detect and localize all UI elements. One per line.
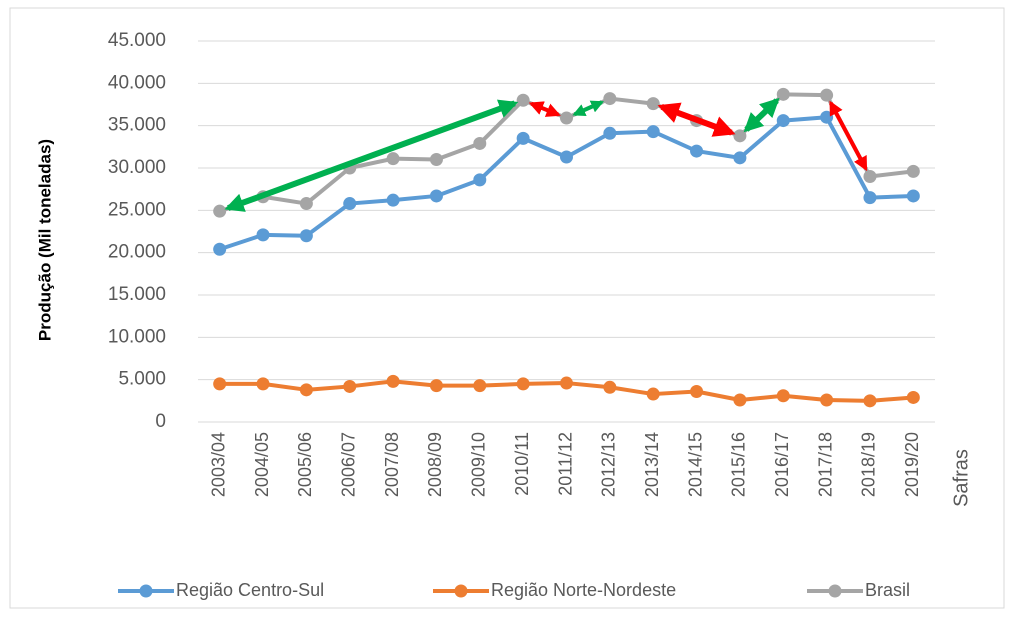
annotation-arrow [829, 100, 868, 172]
point [733, 151, 747, 165]
legend-marker [454, 584, 468, 598]
point [299, 383, 313, 397]
point [906, 189, 920, 203]
point [863, 394, 877, 408]
x-tick-label: 2008/09 [425, 432, 445, 497]
point [299, 229, 313, 243]
x-tick-label: 2004/05 [252, 432, 272, 497]
point [690, 144, 704, 158]
point [776, 87, 790, 101]
x-tick-label: 2003/04 [208, 432, 228, 497]
chart-border [9, 7, 1005, 609]
x-tick-label: 2019/20 [902, 432, 922, 497]
legend-marker [828, 584, 842, 598]
legend-label: Região Centro-Sul [176, 580, 324, 600]
point [603, 92, 617, 106]
point [603, 380, 617, 394]
y-tick-label: 40.000 [108, 72, 166, 93]
point [343, 379, 357, 393]
x-tick-label: 2018/19 [859, 432, 879, 497]
point [646, 387, 660, 401]
y-tick-label: 30.000 [108, 157, 166, 178]
legend-marker [139, 584, 153, 598]
point [733, 393, 747, 407]
point [560, 376, 573, 390]
y-tick-label: 0 [155, 411, 166, 432]
x-tick-label: 2009/10 [469, 432, 489, 497]
point [386, 193, 400, 207]
point [429, 153, 443, 167]
point [516, 93, 530, 107]
point [560, 111, 573, 125]
point [516, 131, 530, 145]
x-tick-label: 2011/12 [555, 432, 575, 496]
point [256, 228, 270, 242]
point [343, 197, 357, 211]
point [473, 379, 487, 393]
x-tick-label: 2016/17 [772, 432, 792, 497]
point [646, 125, 660, 139]
point [473, 136, 487, 150]
y-axis-label: Produção (Mil toneladas) [35, 139, 54, 341]
point [820, 88, 834, 102]
point [906, 390, 920, 404]
point [646, 97, 660, 111]
x-tick-label: 2012/13 [599, 432, 619, 497]
point [603, 126, 617, 140]
x-tick-label: 2010/11 [512, 432, 532, 496]
point [386, 374, 400, 388]
x-tick-label: 2017/18 [815, 432, 835, 497]
y-tick-label: 5.000 [118, 369, 166, 390]
annotation-arrow [224, 99, 519, 212]
point [863, 169, 877, 183]
point [690, 385, 704, 399]
x-tick-label: 2007/08 [382, 432, 402, 497]
annotation-arrow [528, 101, 561, 117]
point [560, 150, 573, 164]
point [213, 204, 227, 218]
annotation-arrow [657, 102, 736, 137]
annotation-arrow [572, 100, 604, 117]
point [733, 129, 747, 143]
point [820, 393, 834, 407]
point [386, 152, 400, 166]
x-tick-label: 2013/14 [642, 432, 662, 497]
x-tick-label: 2014/15 [685, 432, 705, 497]
x-axis-label: Safras [950, 449, 972, 507]
x-tick-label: 2015/16 [729, 432, 749, 497]
legend-label: Região Norte-Nordeste [491, 580, 676, 600]
point [299, 197, 313, 211]
point [820, 110, 834, 124]
point [516, 377, 530, 391]
point [213, 242, 227, 256]
point [776, 389, 790, 403]
annotation-arrow [743, 97, 780, 133]
legend-label: Brasil [865, 580, 910, 600]
point [863, 191, 877, 205]
y-tick-label: 10.000 [108, 326, 166, 347]
y-tick-label: 20.000 [108, 242, 166, 263]
y-tick-label: 45.000 [108, 30, 166, 51]
y-tick-label: 15.000 [108, 284, 166, 305]
point [429, 379, 443, 393]
y-tick-label: 35.000 [108, 115, 166, 136]
point [256, 377, 270, 391]
point [429, 189, 443, 203]
point [213, 377, 227, 391]
point [473, 173, 487, 187]
y-tick-label: 25.000 [108, 199, 166, 220]
x-tick-label: 2006/07 [338, 432, 358, 497]
point [776, 114, 790, 128]
point [906, 164, 920, 178]
x-tick-label: 2005/06 [295, 432, 315, 497]
